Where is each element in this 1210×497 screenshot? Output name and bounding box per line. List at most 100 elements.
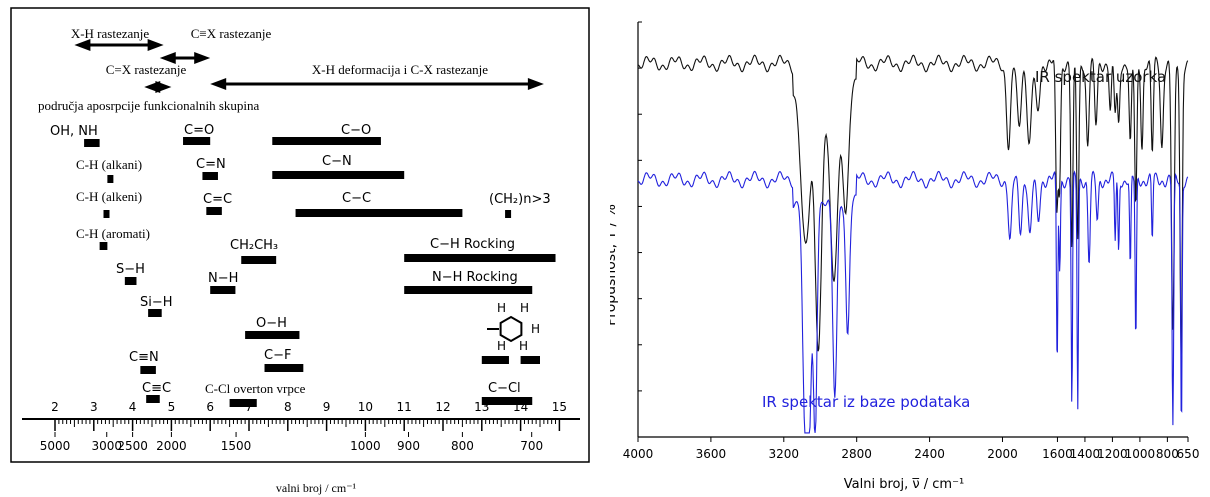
x-tick-label: 1400 <box>1070 447 1101 461</box>
x-tick-label: 1000 <box>1125 447 1156 461</box>
x-axis-label: Valni broj, ν̅ / cm⁻¹ <box>844 477 964 492</box>
range-arrow: C=X rastezanje <box>106 62 187 93</box>
x-tick-label: 4000 <box>623 447 654 461</box>
range-arrow-label: X-H deformacija i C-X rastezanje <box>312 62 488 77</box>
absorption-band <box>520 356 540 364</box>
aromatic-h-label: H <box>531 322 540 336</box>
absorption-band: OH, NH <box>50 124 100 147</box>
range-arrow-label: X-H rastezanje <box>71 26 150 41</box>
x-tick-label: 1600 <box>1042 447 1073 461</box>
wavelength-tick-label: 3 <box>90 400 98 414</box>
band-bar <box>103 210 110 218</box>
ir-spectrum-chart: 4000 3600 3200 2800 2400 2000 1600140012001000… <box>610 21 1200 492</box>
wavelength-tick-label: 9 <box>323 400 331 414</box>
absorption-band: C-H (alkeni) <box>76 189 142 218</box>
range-arrow: X-H rastezanje <box>71 26 164 51</box>
band-bar <box>210 286 236 294</box>
absorption-band: S−H <box>116 262 145 285</box>
absorption-band: C−O <box>272 123 381 145</box>
absorption-band: O−H <box>245 316 300 339</box>
band-label: C=C <box>203 192 232 207</box>
x-tick-label: 1200 <box>1097 447 1128 461</box>
x-tick-label: 3600 <box>696 447 727 461</box>
wavelength-tick-label: 7 <box>245 400 253 414</box>
wavelength-tick-label: 11 <box>397 400 412 414</box>
band-bar <box>295 209 463 217</box>
band-bar <box>481 397 533 405</box>
absorption-band <box>481 356 509 364</box>
absorption-band: C−F <box>264 348 304 372</box>
band-label: C≡N <box>129 350 159 365</box>
wavenumber-tick-label: 1000 <box>350 439 381 453</box>
band-label: Si−H <box>140 295 173 310</box>
spectrum-line <box>637 170 1189 434</box>
wavenumber-tick-label: 2500 <box>117 439 148 453</box>
wavenumber-tick-label: 2000 <box>156 439 187 453</box>
band-label: C=O <box>184 123 214 138</box>
band-label: C-Cl overton vrpce <box>205 381 306 396</box>
band-bar <box>245 331 300 339</box>
band-bar <box>84 139 100 147</box>
band-bar <box>264 364 304 372</box>
band-bar <box>241 256 277 264</box>
wavelength-tick-label: 8 <box>284 400 292 414</box>
band-label: C−C <box>342 191 371 206</box>
range-arrow-label: C≡X rastezanje <box>191 26 272 41</box>
wavenumber-tick-label: 700 <box>520 439 543 453</box>
absorption-band: C−Cl <box>481 381 533 405</box>
band-label: CH₂CH₃ <box>230 238 278 253</box>
wavelength-tick-label: 12 <box>435 400 450 414</box>
spectrum-line <box>637 54 1189 355</box>
absorption-band: Si−H <box>140 295 173 317</box>
band-bar <box>520 356 540 364</box>
range-arrow: C≡X rastezanje <box>159 26 272 64</box>
band-label: (CH₂)n>3 <box>489 192 551 207</box>
absorption-band: C−C <box>295 191 463 217</box>
aromatic-h-label: H <box>497 301 506 315</box>
band-bar <box>148 309 162 317</box>
absorption-band: C≡N <box>129 350 159 374</box>
range-arrow-label: C=X rastezanje <box>106 62 187 77</box>
band-label: C-H (alkani) <box>76 157 142 172</box>
band-bar <box>146 395 160 403</box>
x-tick-label: 650 <box>1177 447 1200 461</box>
band-bar <box>202 172 218 180</box>
wavenumber-tick-label: 800 <box>451 439 474 453</box>
wavelength-tick-label: 15 <box>552 400 567 414</box>
band-bar <box>229 399 257 407</box>
x-tick-label: 2400 <box>914 447 945 461</box>
series-label: IR spektar uzorka <box>1035 68 1166 86</box>
band-label: C−N <box>322 154 352 169</box>
band-label: OH, NH <box>50 124 98 139</box>
band-bar <box>140 366 156 374</box>
correlation-chart: X-H rastezanje C≡X rastezanje C=X rastezan… <box>10 7 590 495</box>
band-label: C=N <box>196 157 226 172</box>
band-label: N−H Rocking <box>432 270 518 285</box>
absorption-band: (CH₂)n>3 <box>489 192 551 218</box>
absorption-band: C-H (aromati) <box>76 226 150 250</box>
aromatic-h-label: H <box>520 301 529 315</box>
absorption-band: C-Cl overton vrpce <box>205 381 306 407</box>
band-bar <box>107 175 114 183</box>
band-bar <box>272 137 381 145</box>
absorption-band: C=N <box>196 157 226 180</box>
wavelength-tick-label: 6 <box>206 400 214 414</box>
band-bar <box>404 286 533 294</box>
band-label: C-H (alkeni) <box>76 189 142 204</box>
band-bar <box>481 356 509 364</box>
x-tick-label: 2000 <box>987 447 1018 461</box>
absorption-band: C=O <box>183 123 214 145</box>
absorption-band: C−H Rocking <box>404 237 556 262</box>
band-label: C−H Rocking <box>430 237 515 252</box>
aromatic-h-label: H <box>519 339 528 353</box>
range-arrow: X-H deformacija i C-X rastezanje <box>210 62 544 90</box>
region-caption: područja aposrpcije funkcionalnih skupin… <box>38 98 260 113</box>
x-tick-label: 800 <box>1156 447 1179 461</box>
absorption-band: C−N <box>272 154 405 179</box>
band-bar <box>404 254 556 262</box>
band-label: C≡C <box>142 381 171 396</box>
wavelength-tick-label: 10 <box>358 400 373 414</box>
band-bar <box>99 242 108 250</box>
chart-frame <box>10 7 590 463</box>
